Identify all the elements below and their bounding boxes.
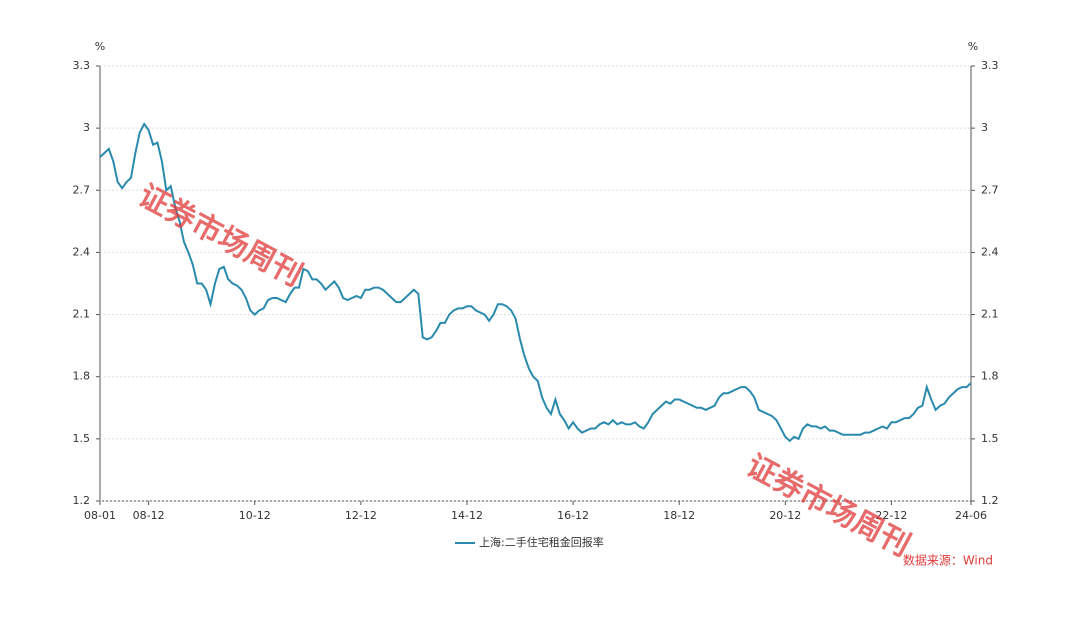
- y-tick-label: 1.5: [73, 432, 91, 445]
- y2-unit: %: [968, 40, 978, 53]
- y-tick-label: 3: [83, 121, 90, 134]
- x-tick-label: 16-12: [557, 509, 589, 522]
- y-tick-label: 1.8: [73, 370, 91, 383]
- y-tick-label: 3.3: [73, 59, 91, 72]
- y2-tick-label: 2.4: [981, 245, 999, 258]
- x-tick-label: 08-12: [133, 509, 165, 522]
- y2-tick-label: 2.1: [981, 308, 999, 321]
- source-note: 数据来源：Wind: [903, 553, 993, 568]
- x-tick-label: 10-12: [239, 509, 271, 522]
- x-tick-label: 24-06: [955, 509, 987, 522]
- legend-label: 上海:二手住宅租金回报率: [479, 535, 604, 549]
- y-tick-label: 2.7: [73, 183, 91, 196]
- y-unit: %: [95, 40, 105, 53]
- x-tick-label: 12-12: [345, 509, 377, 522]
- y2-tick-label: 1.5: [981, 432, 999, 445]
- x-tick-label: 20-12: [769, 509, 801, 522]
- y2-tick-label: 3.3: [981, 59, 999, 72]
- x-tick-label: 08-01: [84, 509, 116, 522]
- y-tick-label: 2.1: [73, 308, 91, 321]
- data-line: [99, 122, 972, 443]
- x-tick-label: 14-12: [451, 509, 483, 522]
- y2-tick-label: 3: [981, 121, 988, 134]
- y-tick-label: 1.2: [73, 494, 91, 507]
- watermark: 证券市场周刊: [740, 448, 915, 563]
- x-tick-label: 22-12: [875, 509, 907, 522]
- y2-tick-label: 2.7: [981, 183, 999, 196]
- x-tick-label: 18-12: [663, 509, 695, 522]
- y-tick-label: 2.4: [73, 245, 91, 258]
- y2-tick-label: 1.8: [981, 370, 999, 383]
- y2-tick-label: 1.2: [981, 494, 999, 507]
- watermark: 证券市场周刊: [132, 178, 307, 293]
